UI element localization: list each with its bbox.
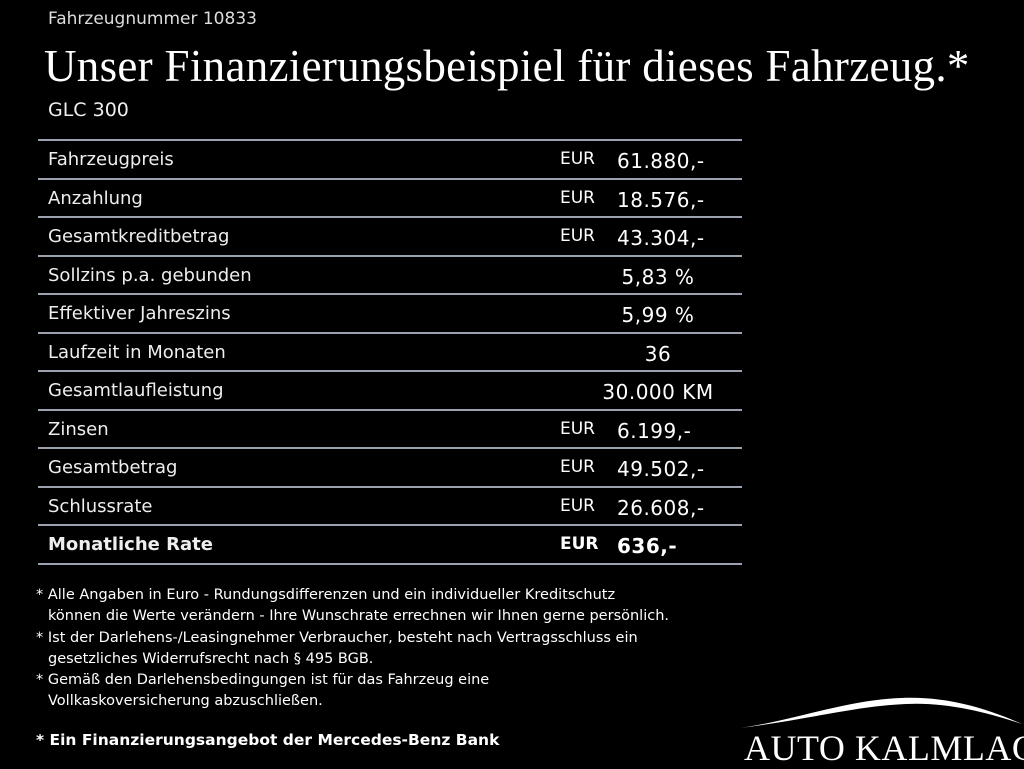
row-currency: EUR <box>560 495 595 516</box>
row-label: Effektiver Jahreszins <box>48 303 231 324</box>
title: Unser Finanzierungsbeispiel für dieses F… <box>44 41 970 91</box>
logo: AUTO KALMLAGE <box>744 728 1024 768</box>
bank-note: * Ein Finanzierungsangebot der Mercedes-… <box>36 731 500 749</box>
row-value: 6.199,- <box>617 418 692 443</box>
table-row: Effektiver Jahreszins 5,99 % <box>38 295 742 334</box>
row-value: 61.880,- <box>617 149 705 173</box>
row-currency: EUR <box>560 534 599 554</box>
row-label: Gesamtkreditbetrag <box>48 226 230 247</box>
row-value: 636,- <box>617 534 678 558</box>
footnote-line: können die Werte verändern - Ihre Wunsch… <box>48 608 670 625</box>
footnote-line: * Ist der Darlehens-/Leasingnehmer Verbr… <box>36 629 638 646</box>
swoosh <box>740 697 1022 728</box>
row-currency: EUR <box>560 149 595 169</box>
row-value: 5,83 % <box>621 264 695 289</box>
row-label: Gesamtlaufleistung <box>48 380 224 401</box>
table-row: Gesamtbetrag EUR 49.502,- <box>38 449 742 488</box>
table-row: Fahrzeugpreis EUR 61.880,- <box>38 141 742 180</box>
row-label: Anzahlung <box>48 187 143 209</box>
row-currency: EUR <box>560 226 595 246</box>
row-value: 36 <box>644 341 672 366</box>
row-currency: EUR <box>560 418 595 439</box>
row-label: Sollzins p.a. gebunden <box>48 264 252 286</box>
table-row: Anzahlung EUR 18.576,- <box>38 180 742 218</box>
row-value: 43.304,- <box>617 226 705 250</box>
row-label: Zinsen <box>48 418 109 440</box>
row-value: 18.576,- <box>617 187 705 212</box>
table-row: Gesamtlaufleistung 30.000 KM <box>38 372 742 411</box>
table-row: Laufzeit in Monaten 36 <box>38 334 742 372</box>
finance-table: Fahrzeugpreis EUR 61.880,- Anzahlung EUR 18.5… <box>38 139 742 565</box>
logo-swoosh <box>740 697 1022 728</box>
model: GLC 300 <box>48 99 129 121</box>
row-label: Gesamtbetrag <box>48 457 178 478</box>
table-row: Zinsen EUR 6.199,- <box>38 411 742 449</box>
row-label: Monatliche Rate <box>48 534 213 555</box>
footnote-line: gesetzliches Widerrufsrecht nach § 495 B… <box>48 650 374 667</box>
table-row: Monatliche Rate EUR 636,- <box>38 526 742 565</box>
row-currency: EUR <box>560 187 595 208</box>
row-value: 49.502,- <box>617 457 705 481</box>
table-row: Sollzins p.a. gebunden 5,83 % <box>38 257 742 295</box>
row-label: Schlussrate <box>48 495 153 517</box>
footnote-line: * Gemäß den Darlehensbedingungen ist für… <box>36 672 490 689</box>
row-currency: EUR <box>560 457 595 477</box>
vehicle-number: Fahrzeugnummer 10833 <box>48 9 257 29</box>
row-label: Laufzeit in Monaten <box>48 341 226 363</box>
row-value: 30.000 KM <box>602 380 714 404</box>
footnote-line: Vollkaskoversicherung abzuschließen. <box>48 693 323 710</box>
row-value: 5,99 % <box>621 303 695 327</box>
table-row: Schlussrate EUR 26.608,- <box>38 488 742 526</box>
row-label: Fahrzeugpreis <box>48 149 174 170</box>
footnotes: * Alle Angaben in Euro - Rundungsdiffere… <box>36 585 669 713</box>
table-row: Gesamtkreditbetrag EUR 43.304,- <box>38 218 742 257</box>
row-value: 26.608,- <box>617 495 705 520</box>
footnote-line: * Alle Angaben in Euro - Rundungsdiffere… <box>36 587 616 603</box>
